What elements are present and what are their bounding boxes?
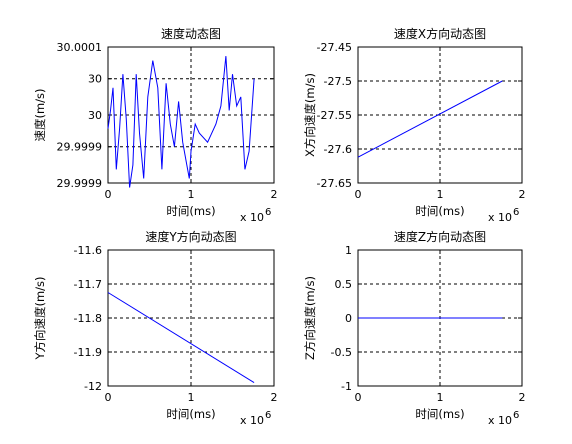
y-tick-label: -0.5 [331,346,352,359]
x-tick-label: 1 [188,391,195,404]
x-multiplier-label: x 10 [240,211,264,224]
x-tick-label: 0 [355,188,362,201]
x-multiplier-label: x 10 [240,414,264,427]
y-tick-label: 30 [88,109,102,122]
chart-title: 速度Z方向动态图 [394,229,486,244]
x-tick-label: 2 [519,391,526,404]
y-tick-label: -27.6 [324,143,352,156]
series-line [107,56,255,188]
y-tick-label: -27.45 [317,41,352,54]
y-axis-label: Y方向速度(m/s) [33,276,47,360]
x-multiplier-exponent: 6 [265,410,271,421]
x-multiplier-exponent: 6 [513,410,519,421]
y-tick-label: -1 [341,380,352,393]
subplot-3: 0 1 2 -12 -11.9 -11.8 -11.7 -11.6 速度Y方向动态图时间(ms)… [33,229,278,427]
x-axis-label: 时间(ms) [166,204,215,218]
x-tick-label: 0 [105,391,112,404]
y-tick-label: 1 [345,244,352,257]
x-axis-label: 时间(ms) [166,407,215,421]
x-tick-label: 1 [437,188,444,201]
chart-title: 速度动态图 [161,26,221,41]
y-tick-label: 0.5 [335,278,353,291]
x-multiplier-exponent: 6 [513,207,519,218]
y-tick-label: 29.9999 [57,141,103,154]
y-axis-label: 速度(m/s) [33,88,47,141]
x-multiplier-label: x 10 [488,211,512,224]
y-tick-label: -11.8 [74,312,102,325]
y-tick-label: 29.9999 [57,177,103,190]
subplot-2: 0 1 2 -27.65 -27.6 -27.55 -27.5 -27.45 速度X方向动态图时… [303,26,526,224]
y-axis-label: Z方向速度(m/s) [303,276,317,360]
y-tick-label: -11.9 [74,346,102,359]
x-multiplier-label: x 10 [488,414,512,427]
x-axis-label: 时间(ms) [415,407,464,421]
y-tick-label: 30.0001 [57,41,103,54]
x-tick-label: 0 [105,188,112,201]
y-tick-label: -11.6 [74,244,102,257]
x-tick-label: 2 [271,391,278,404]
chart-title: 速度X方向动态图 [394,26,486,41]
x-tick-label: 0 [355,391,362,404]
y-tick-label: -27.55 [317,109,352,122]
y-tick-label: -27.5 [324,75,352,88]
x-tick-label: 1 [188,188,195,201]
y-tick-label: -12 [84,380,102,393]
chart-title: 速度Y方向动态图 [145,229,236,244]
y-tick-label: -27.65 [317,177,352,190]
y-tick-label: 0 [345,312,352,325]
y-axis-label: X方向速度(m/s) [303,73,317,157]
series-line [357,80,503,158]
y-tick-label: -11.7 [74,278,102,291]
x-multiplier-exponent: 6 [265,207,271,218]
x-tick-label: 1 [437,391,444,404]
x-tick-label: 2 [519,188,526,201]
series-line [107,292,255,384]
x-axis-label: 时间(ms) [415,204,464,218]
y-tick-label: 30 [88,73,102,86]
x-tick-label: 2 [271,188,278,201]
